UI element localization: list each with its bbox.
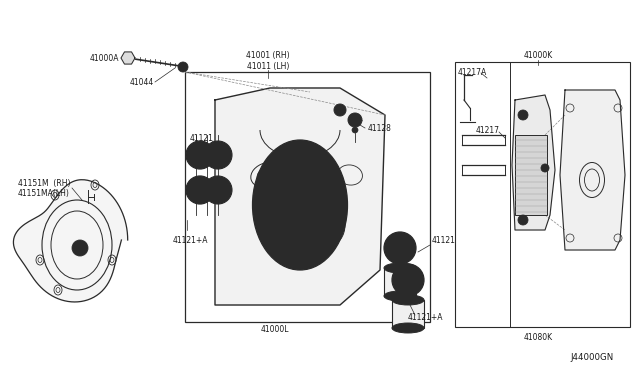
Ellipse shape	[253, 140, 348, 270]
Polygon shape	[215, 88, 385, 305]
Circle shape	[541, 164, 549, 172]
Ellipse shape	[384, 291, 416, 301]
Circle shape	[352, 127, 358, 133]
Bar	[384, 268, 416, 296]
Text: 41000K: 41000K	[524, 51, 552, 60]
Polygon shape	[560, 90, 625, 250]
Polygon shape	[121, 52, 135, 64]
Circle shape	[178, 62, 188, 72]
Text: 41217: 41217	[476, 125, 500, 135]
Polygon shape	[512, 95, 555, 230]
Text: J44000GN: J44000GN	[570, 353, 613, 362]
Ellipse shape	[384, 263, 416, 273]
Ellipse shape	[392, 323, 424, 333]
Circle shape	[72, 240, 88, 256]
Text: 41217A: 41217A	[458, 67, 487, 77]
Circle shape	[334, 104, 346, 116]
Bar	[515, 135, 547, 215]
Text: 41121: 41121	[190, 134, 214, 142]
Text: 41121: 41121	[432, 235, 456, 244]
Ellipse shape	[384, 232, 416, 264]
Circle shape	[348, 113, 362, 127]
Polygon shape	[13, 180, 128, 302]
Text: 41121+A: 41121+A	[173, 235, 209, 244]
Ellipse shape	[204, 141, 232, 169]
Ellipse shape	[186, 141, 214, 169]
Bar	[392, 300, 424, 328]
Ellipse shape	[392, 264, 424, 296]
Bar	[455, 62, 630, 327]
Text: 41011 (LH): 41011 (LH)	[247, 61, 289, 71]
Text: 41128: 41128	[368, 124, 392, 132]
Text: 41080K: 41080K	[524, 334, 552, 343]
Text: 41151MA(LH): 41151MA(LH)	[18, 189, 70, 198]
Text: 41121+A: 41121+A	[408, 314, 444, 323]
Ellipse shape	[186, 176, 214, 204]
Circle shape	[518, 110, 528, 120]
Bar	[185, 72, 430, 322]
Text: 41001 (RH): 41001 (RH)	[246, 51, 290, 60]
Ellipse shape	[204, 176, 232, 204]
Text: 41000A: 41000A	[90, 54, 120, 62]
Ellipse shape	[392, 295, 424, 305]
Circle shape	[518, 215, 528, 225]
Text: 41000L: 41000L	[260, 326, 289, 334]
Text: 41151M  (RH): 41151M (RH)	[18, 179, 70, 187]
Text: 41044: 41044	[130, 77, 154, 87]
Ellipse shape	[265, 155, 335, 255]
